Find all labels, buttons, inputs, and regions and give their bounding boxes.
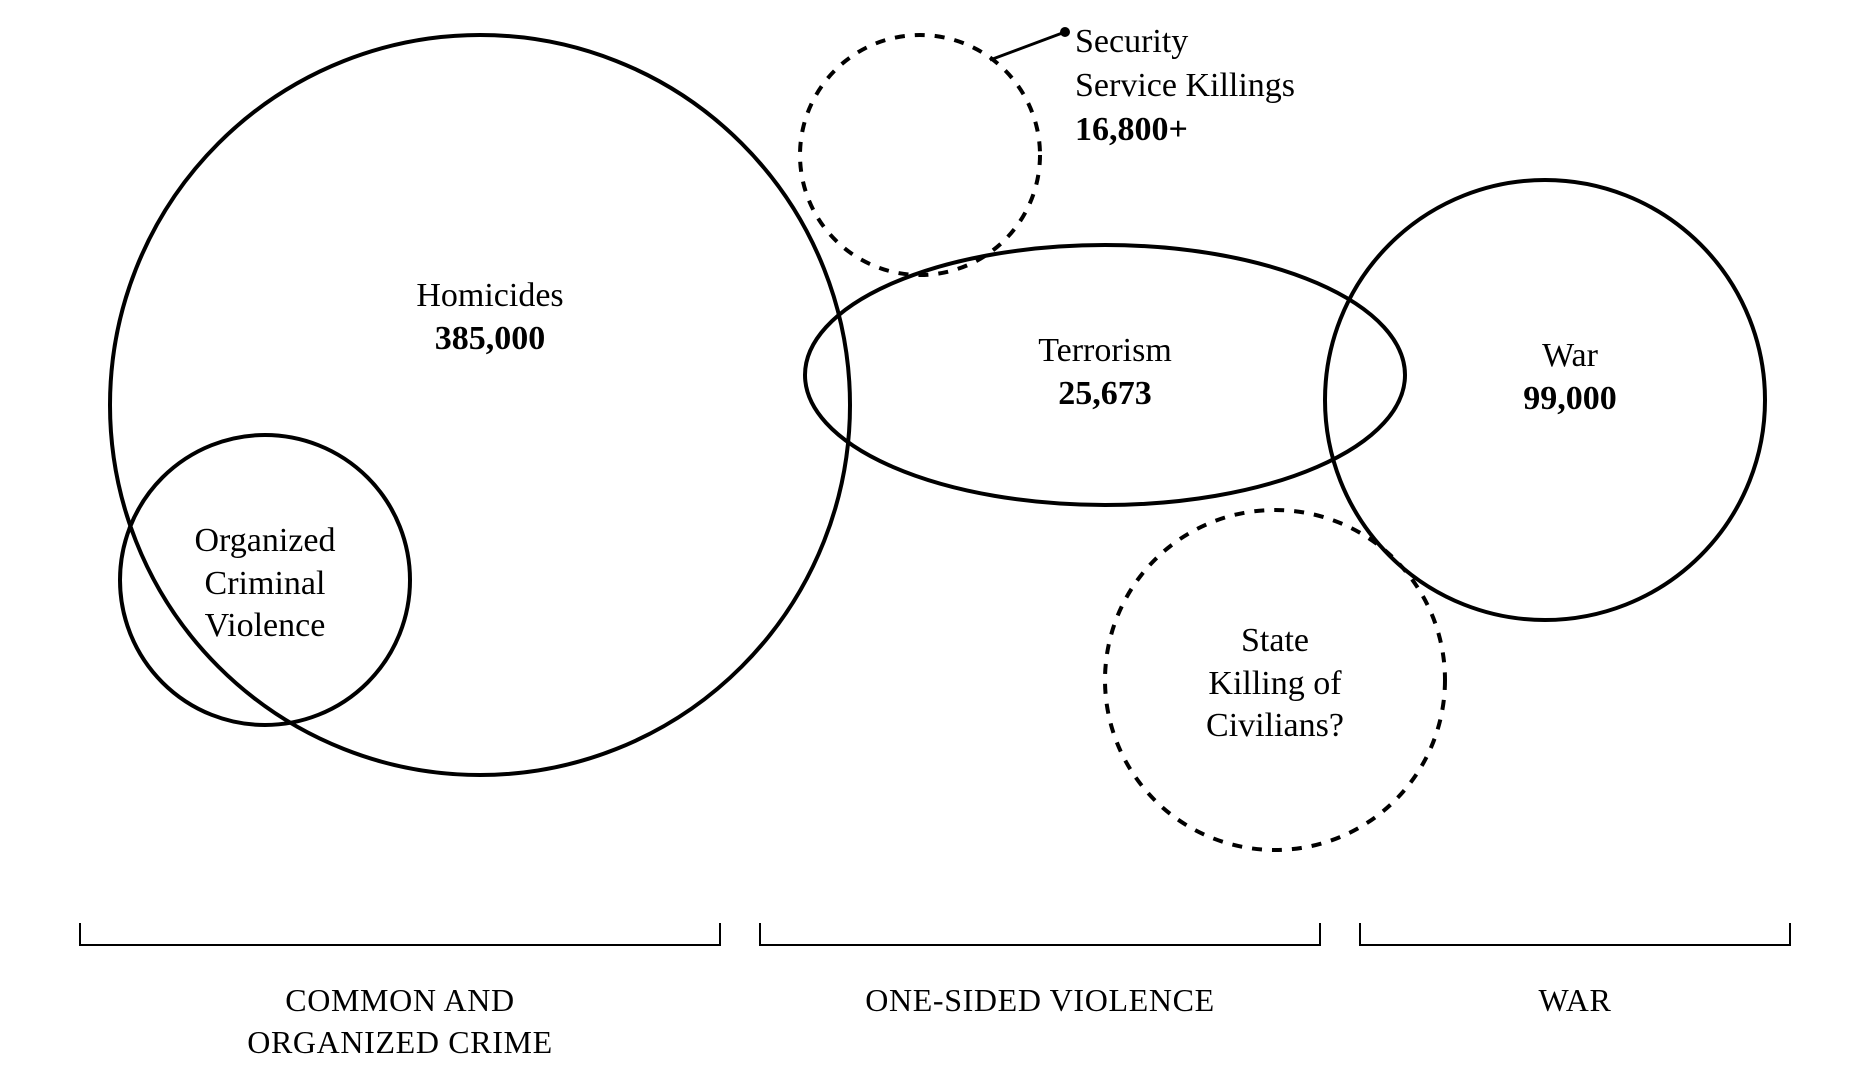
security-shape: [800, 35, 1040, 275]
homicides-shape: [110, 35, 850, 775]
terrorism-label: Terrorism25,673: [905, 330, 1305, 415]
category-label-1: ONE-SIDED VIOLENCE: [760, 980, 1320, 1022]
state_killing-title-line-0: State: [1075, 620, 1475, 663]
category-1-line-0: ONE-SIDED VIOLENCE: [760, 980, 1320, 1022]
category-label-0: COMMON ANDORGANIZED CRIME: [80, 980, 720, 1063]
organized-title-line-1: Criminal: [65, 563, 465, 606]
state_killing-title-line-2: Civilians?: [1075, 705, 1475, 748]
security-callout-line-0: Security: [1075, 20, 1295, 64]
state_killing-title-line-1: Killing of: [1075, 663, 1475, 706]
terrorism-value: 25,673: [905, 373, 1305, 416]
homicides-title: Homicides: [290, 275, 690, 318]
state_killing-label: StateKilling ofCivilians?: [1075, 620, 1475, 748]
war-label: War99,000: [1370, 335, 1770, 420]
organized-title-line-0: Organized: [65, 520, 465, 563]
diagram-root: Homicides385,000 OrganizedCriminalViolenc…: [0, 0, 1867, 1088]
security-callout-label: SecurityService Killings16,800+: [1075, 20, 1295, 153]
organized-label: OrganizedCriminalViolence: [65, 520, 465, 648]
homicides-label: Homicides385,000: [290, 275, 690, 360]
security-callout-value: 16,800+: [1075, 108, 1295, 152]
security-callout-line-1: Service Killings: [1075, 64, 1295, 108]
category-bracket-0: [80, 923, 720, 945]
war-value: 99,000: [1370, 378, 1770, 421]
security-callout-line: [990, 32, 1065, 60]
terrorism-title: Terrorism: [905, 330, 1305, 373]
war-title: War: [1370, 335, 1770, 378]
category-0-line-1: ORGANIZED CRIME: [80, 1022, 720, 1064]
category-label-2: WAR: [1360, 980, 1790, 1022]
category-bracket-2: [1360, 923, 1790, 945]
category-0-line-0: COMMON AND: [80, 980, 720, 1022]
category-bracket-1: [760, 923, 1320, 945]
category-2-line-0: WAR: [1360, 980, 1790, 1022]
homicides-value: 385,000: [290, 318, 690, 361]
organized-title-line-2: Violence: [65, 605, 465, 648]
